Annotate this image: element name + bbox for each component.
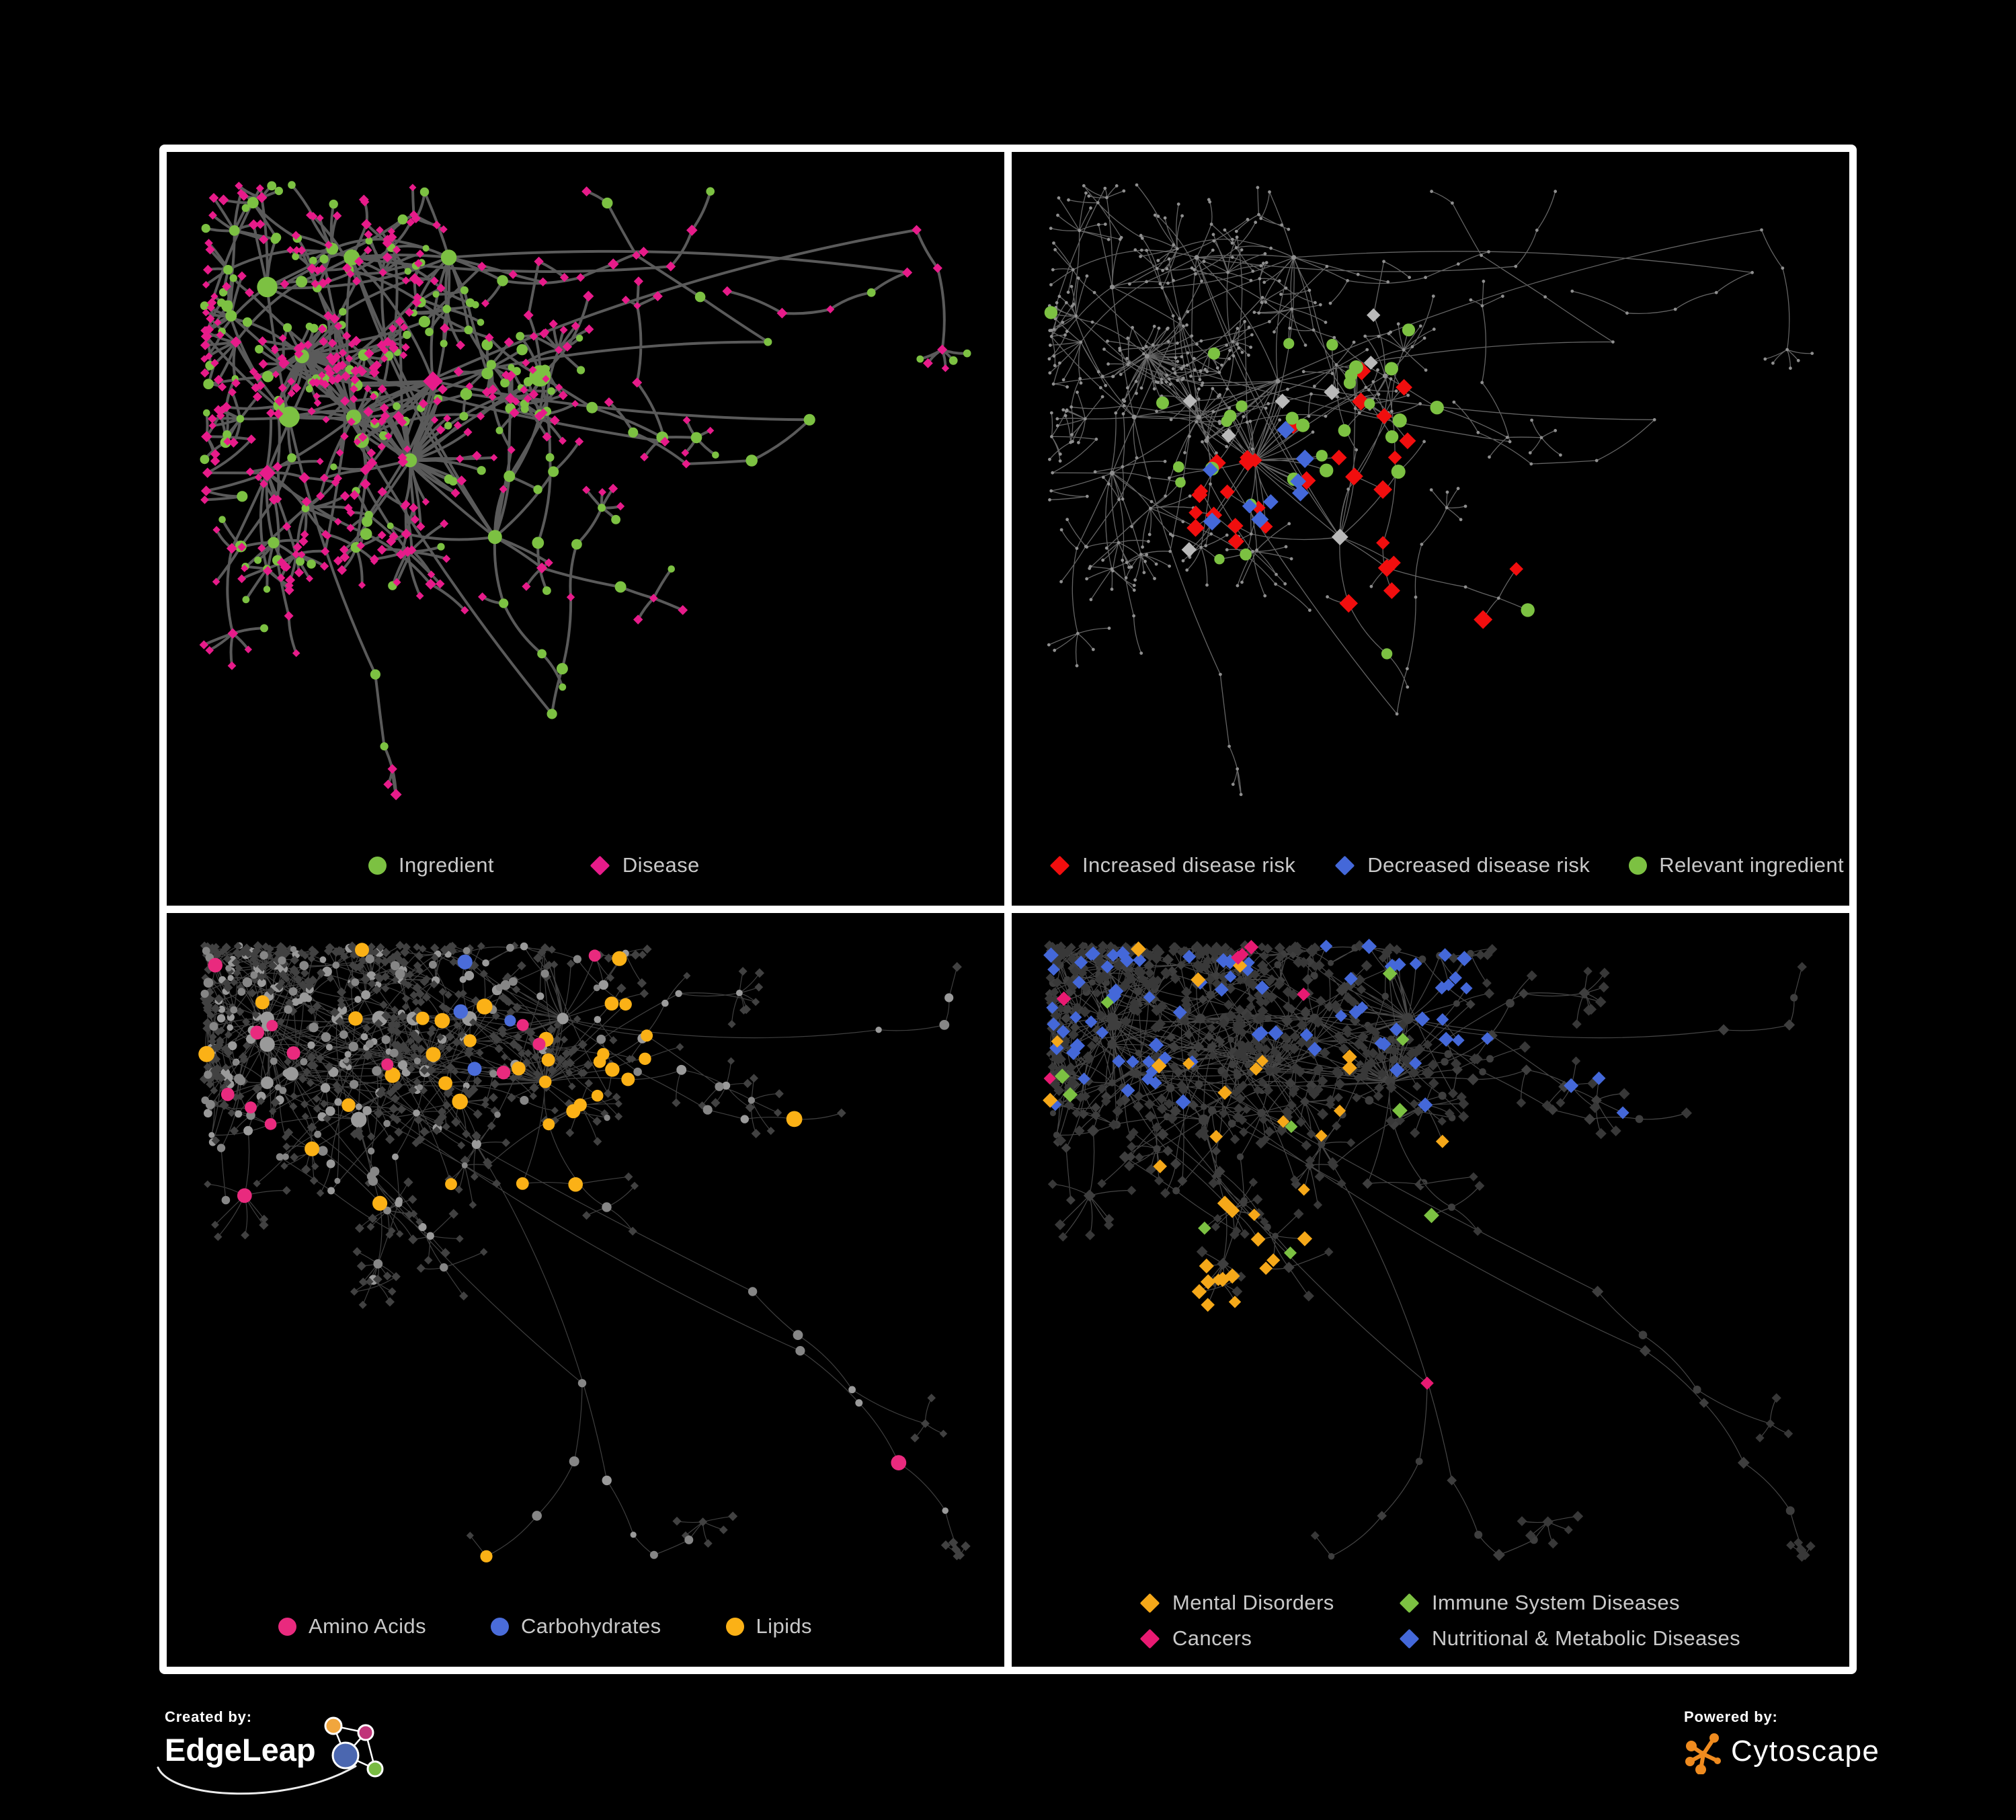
- circle-marker: [278, 1617, 296, 1636]
- cytoscape-logo: Cytoscape: [1684, 1731, 1880, 1774]
- legend-item-immune-system-diseases: Immune System Diseases: [1399, 1591, 1740, 1615]
- legend-item-increased-disease-risk: Increased disease risk: [1049, 853, 1295, 877]
- legend-disease-risk: Increased disease risk Decreased disease …: [1049, 853, 1844, 877]
- network-graph-ingredients-diseases: [199, 181, 971, 801]
- nodes: [199, 941, 971, 1560]
- legend-label: Increased disease risk: [1082, 853, 1296, 877]
- edgeleap-network-icon: [324, 1716, 384, 1778]
- legend-ingredients-diseases: Ingredient Disease: [368, 853, 700, 877]
- diamond-marker: [1049, 855, 1070, 875]
- panel-nutrient-classes: Amino Acids Carbohydrates Lipids: [167, 913, 1004, 1667]
- legend-item-ingredient: Ingredient: [368, 853, 494, 877]
- highlight-nodes: [198, 943, 803, 1562]
- powered-by-label: Powered by:: [1684, 1708, 1778, 1725]
- panel-ingredients-diseases: Ingredient Disease: [167, 152, 1004, 906]
- highlight-nodes: [453, 954, 516, 1076]
- diamond-marker: [1334, 855, 1355, 875]
- nodes: [200, 181, 971, 751]
- cytoscape-credit: Powered by: Cytoscape: [1684, 1708, 1880, 1774]
- circle-marker: [490, 1617, 509, 1636]
- circle-marker: [368, 856, 387, 875]
- diamond-marker: [1139, 1593, 1160, 1613]
- legend-label: Decreased disease risk: [1367, 853, 1590, 877]
- network-graph-disease-classes: [1043, 939, 1816, 1562]
- diamond-marker: [590, 855, 610, 875]
- legend-nutrient-classes: Amino Acids Carbohydrates Lipids: [278, 1614, 812, 1638]
- legend-label: Disease: [622, 853, 700, 877]
- edgeleap-logo: EdgeLeap: [157, 1716, 394, 1795]
- legend-label: Lipids: [756, 1614, 812, 1638]
- edgeleap-wordmark: EdgeLeap: [165, 1732, 316, 1768]
- legend-label: Ingredient: [399, 853, 494, 877]
- panel-disease-risk: Increased disease risk Decreased disease …: [1012, 152, 1849, 906]
- circle-marker: [1629, 856, 1648, 875]
- legend-item-mental-disorders: Mental Disorders: [1139, 1591, 1399, 1615]
- legend-item-disease: Disease: [590, 853, 700, 877]
- legend-item-decreased-disease-risk: Decreased disease risk: [1334, 853, 1590, 877]
- cytoscape-network-icon: [1685, 1733, 1721, 1774]
- legend-label: Amino Acids: [309, 1614, 426, 1638]
- legend-label: Relevant ingredient: [1659, 853, 1844, 877]
- legend-label: Mental Disorders: [1172, 1591, 1334, 1614]
- panel-frame: Ingredient Disease Increased disease risk…: [159, 145, 1857, 1674]
- legend-label: Carbohydrates: [520, 1614, 661, 1638]
- nodes: [1047, 183, 1814, 797]
- highlight-nodes: [1186, 362, 1523, 629]
- highlight-nodes: [1203, 421, 1314, 530]
- cytoscape-wordmark: Cytoscape: [1731, 1735, 1880, 1768]
- network-graph-disease-risk: [1044, 183, 1814, 797]
- edges: [204, 945, 967, 1557]
- legend-disease-classes: Mental Disorders Immune System Diseases Ca…: [1139, 1591, 1740, 1651]
- edgeleap-credit: Created by: EdgeLeap: [157, 1708, 394, 1795]
- legend-item-relevant-ingredient: Relevant ingredient: [1629, 853, 1844, 877]
- legend-label: Nutritional & Metabolic Diseases: [1432, 1626, 1741, 1650]
- panel-disease-classes: Mental Disorders Immune System Diseases Ca…: [1012, 913, 1849, 1667]
- edges: [1049, 945, 1812, 1557]
- legend-item-lipids: Lipids: [725, 1614, 812, 1638]
- created-by-label: Created by:: [165, 1708, 252, 1725]
- highlight-nodes: [1044, 306, 1535, 660]
- legend-label: Cancers: [1172, 1626, 1252, 1650]
- legend-item-nutritional-metabolic-diseases: Nutritional & Metabolic Diseases: [1399, 1626, 1740, 1651]
- network-graph-nutrient-classes: [198, 941, 971, 1562]
- diamond-marker: [1399, 1628, 1420, 1649]
- diamond-marker: [1139, 1628, 1160, 1649]
- legend-item-amino-acids: Amino Acids: [278, 1614, 426, 1638]
- circle-marker: [725, 1617, 744, 1636]
- nodes: [1044, 940, 1816, 1562]
- legend-label: Immune System Diseases: [1432, 1591, 1680, 1614]
- legend-item-carbohydrates: Carbohydrates: [490, 1614, 661, 1638]
- legend-item-cancers: Cancers: [1139, 1626, 1399, 1651]
- diamond-marker: [1399, 1593, 1420, 1613]
- nodes: [1045, 942, 1798, 1561]
